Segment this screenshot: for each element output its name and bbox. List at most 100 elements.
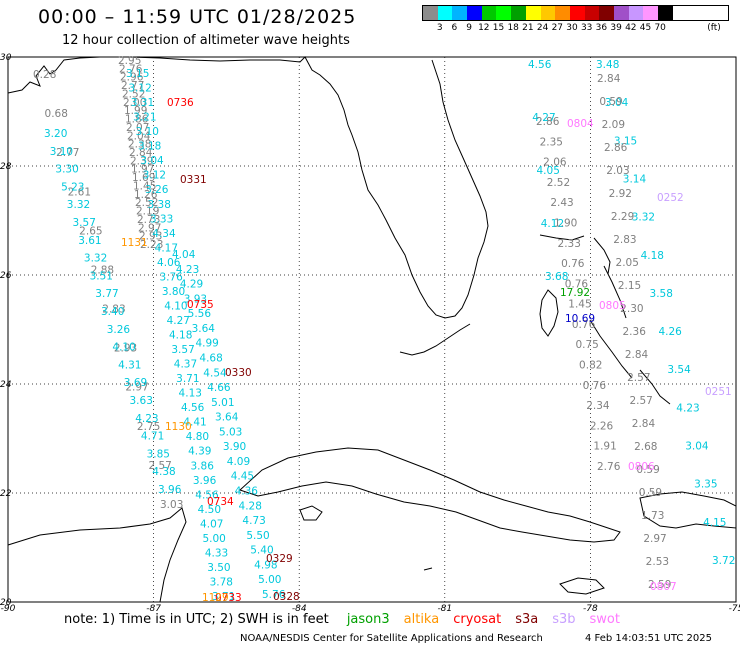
pass-time-label: 1131: [121, 237, 148, 249]
wave-height-value: 2.73: [137, 214, 160, 226]
wave-height-value: 3.86: [191, 460, 215, 472]
wave-height-value: 4.10: [164, 300, 187, 312]
legend-tick: 30: [566, 23, 578, 33]
wave-height-value: 4.73: [242, 515, 265, 527]
pass-time-label: 0252: [657, 192, 684, 204]
pass-time-label: 0331: [180, 174, 207, 186]
lon-tick-label: -87: [146, 604, 161, 614]
wave-height-value: 2.61: [68, 186, 91, 198]
lon-tick-label: -78: [583, 604, 598, 614]
wave-height-value: 4.37: [174, 359, 197, 371]
legend-swatch: [628, 6, 644, 20]
wave-height-value: 2.38: [128, 139, 151, 151]
wave-height-value: 0.59: [639, 487, 662, 499]
wave-height-value: 4.99: [195, 338, 218, 350]
axis-labels: -90 -87 -84 -81 -78 -75 30 28 26 24 22 20: [0, 53, 740, 614]
wave-height-value: 3.48: [596, 59, 619, 71]
legend-tick: 9: [466, 23, 472, 33]
wave-height-value: 3.64: [215, 412, 239, 424]
wave-height-value: 3.35: [694, 479, 717, 491]
wave-height-value: 3.50: [207, 562, 230, 574]
wave-height-value: 3.57: [73, 217, 96, 229]
wave-height-value: 3.10: [50, 146, 73, 158]
wave-height-value: 0.76: [565, 278, 589, 290]
isla-juventud: [299, 505, 323, 521]
wave-height-value: 2.84: [597, 73, 621, 85]
wave-height-value: 2.35: [540, 136, 563, 148]
wave-height-value: 1.99: [124, 105, 147, 117]
wave-height-value: 3.80: [162, 286, 185, 298]
wave-height-value: 1.91: [593, 441, 616, 453]
wave-height-value: 2.19: [136, 206, 159, 218]
lat-tick-label: 30: [0, 53, 12, 63]
legend-swatch: [525, 6, 541, 20]
wave-height-value: 2.92: [609, 188, 632, 200]
wave-height-value: 3.71: [212, 591, 235, 603]
wave-height-value: 4.38: [152, 466, 175, 478]
wave-height-value: 4.15: [703, 517, 726, 529]
wave-height-value: 2.57: [148, 460, 171, 472]
generated-timestamp: 4 Feb 14:03:51 UTC 2025: [585, 633, 712, 644]
wave-height-value: 4.41: [183, 417, 206, 429]
wave-height-value: 3.69: [124, 377, 147, 389]
wave-height-value: 2.97: [125, 382, 148, 394]
legend-tick: 27: [551, 23, 564, 33]
wave-height-value: 1.69: [132, 172, 155, 184]
wave-height-value: 2.96: [120, 72, 144, 84]
wave-height-value: 2.68: [634, 441, 657, 453]
wave-height-value: 3.64: [192, 323, 216, 335]
wave-height-value: 3.96: [158, 484, 182, 496]
legend-tick-labels: 3 6 9 12 15 18 21 24 27 30 33 36 39 42 45 70 (ft): [422, 21, 729, 35]
wave-height-value: 2.84: [129, 147, 153, 159]
legend-unit: (ft): [707, 23, 721, 33]
credit-line: NOAA/NESDIS Center for Satellite Applica…: [240, 633, 543, 644]
legend-swatch: [423, 6, 438, 20]
wave-height-value: 4.10: [112, 342, 135, 354]
wave-height-value: 3.76: [159, 271, 183, 283]
wave-height-value: 0.75: [575, 339, 598, 351]
color-legend: 3 6 9 12 15 18 21 24 27 30 33 36 39 42 45 70 (ft): [422, 5, 729, 35]
wave-height-value: 4.23: [676, 402, 699, 414]
wave-height-value: 2.83: [102, 304, 125, 316]
wave-height-value: 0.76: [572, 319, 596, 331]
wave-height-value: 3.63: [130, 395, 153, 407]
florida-keys: [399, 323, 471, 356]
wave-height-value: 3.96: [193, 475, 217, 487]
wave-height-value: 0.82: [579, 360, 602, 372]
wave-height-value: 4.71: [141, 431, 164, 443]
wave-height-value: 2.26: [590, 420, 614, 432]
wave-height-value: 4.27: [532, 112, 555, 124]
wave-height-value: 2.39: [130, 155, 153, 167]
bahamas-abaco: [593, 237, 611, 275]
wave-height-value: 2.06: [543, 157, 567, 169]
wave-height-value: 0.59: [599, 96, 622, 108]
wave-height-value: 2.36: [623, 326, 647, 338]
wave-height-value: 2.43: [550, 197, 573, 209]
wave-height-value: 3.15: [614, 135, 637, 147]
wave-height-value: 3.15: [126, 68, 149, 80]
lon-tick-label: -75: [729, 604, 740, 614]
legend-tick: 21: [522, 23, 534, 33]
legend-swatch: [540, 6, 556, 20]
wave-height-value: 2.86: [536, 116, 560, 128]
wave-height-value: 4.23: [135, 413, 158, 425]
lon-tick-label: -81: [437, 604, 452, 614]
graticule: [8, 57, 736, 602]
wave-height-value: 3.33: [150, 213, 173, 225]
cayman: [423, 567, 433, 571]
wave-height-value: 4.66: [207, 382, 231, 394]
wave-height-value: 4.17: [155, 242, 178, 254]
wave-height-value: 4.23: [176, 264, 199, 276]
wave-height-value: 3.26: [107, 324, 131, 336]
wave-height-value: 3.54: [667, 364, 691, 376]
wave-height-value: 2.33: [558, 238, 581, 250]
wave-height-value: 3.04: [685, 441, 709, 453]
legend-tick: 36: [595, 23, 608, 33]
wave-height-value: 5.56: [188, 308, 212, 320]
wave-height-value: 2.86: [604, 142, 628, 154]
wave-height-value: 3.32: [67, 199, 90, 211]
wave-height-value: 2.93: [114, 343, 137, 355]
wave-height-value: 4.39: [188, 446, 211, 458]
pass-time-label: 0805: [599, 300, 626, 312]
legend-swatch: [452, 6, 468, 20]
